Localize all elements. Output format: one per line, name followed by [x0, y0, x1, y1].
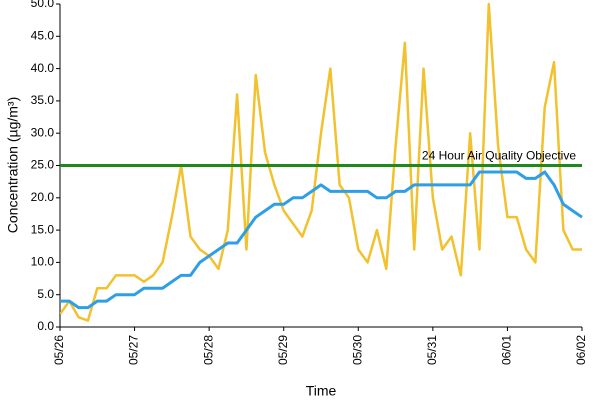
y-tick-label: 15.0 [31, 222, 55, 236]
x-axis-title: Time [306, 383, 337, 399]
y-tick-label: 50.0 [31, 0, 55, 10]
y-tick-label: 45.0 [31, 28, 55, 42]
objective-label: 24 Hour Air Quality Objective [422, 149, 576, 163]
x-tick-label: 05/30 [350, 335, 364, 365]
x-tick-label: 05/29 [276, 335, 290, 365]
x-tick-label: 05/26 [52, 335, 66, 365]
data-line [60, 2, 582, 322]
x-tick-label: 06/02 [574, 335, 588, 365]
y-tick-label: 25.0 [31, 158, 55, 172]
y-tick-label: 40.0 [31, 61, 55, 75]
data-line [60, 170, 583, 310]
x-tick-label: 05/27 [127, 335, 141, 365]
y-tick-label: 0.0 [37, 319, 54, 333]
y-tick-label: 5.0 [37, 287, 54, 301]
x-tick-label: 05/28 [201, 335, 215, 365]
y-tick-label: 35.0 [31, 93, 55, 107]
y-axis-title: Concentration (µg/m³) [5, 97, 21, 233]
x-tick-label: 05/31 [425, 335, 439, 365]
y-tick-label: 30.0 [31, 125, 55, 139]
plot-area [60, 2, 583, 322]
y-tick-label: 20.0 [31, 190, 55, 204]
x-tick-label: 06/01 [500, 335, 514, 365]
y-tick-label: 10.0 [31, 255, 55, 269]
